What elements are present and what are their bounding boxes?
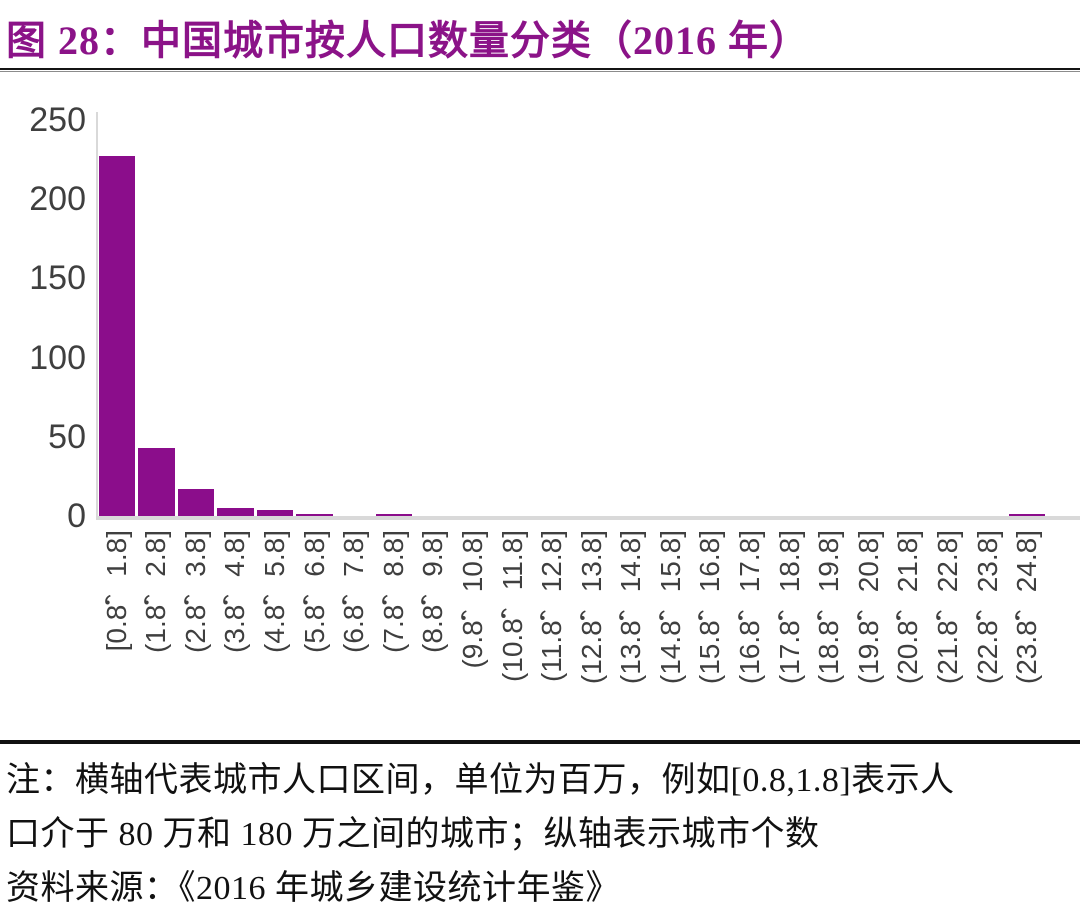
x-tick-label: (16.8，17.8] [734,530,766,685]
x-tick-label: (21.8，22.8] [931,530,963,685]
x-tick-label: (18.8，19.8] [813,530,845,685]
figure-bottom-border [0,740,1080,744]
x-tick-label: (12.8，13.8] [575,530,607,685]
x-tick-label: (15.8，16.8] [694,530,726,685]
bar [177,489,215,516]
x-tick-label: (13.8，14.8] [615,530,647,685]
x-tick-label: (2.8，3.8] [179,530,211,653]
y-tick-label: 250 [29,101,86,139]
note-line-1: 注：横轴代表城市人口区间，单位为百万，例如[0.8,1.8]表示人 [6,762,955,799]
x-tick-label: (9.8，10.8] [456,530,488,669]
title-divider-shadow [0,71,1080,72]
bar [138,448,175,516]
x-tick-label: (8.8，9.8] [417,530,449,653]
note-line-2: 口介于 80 万和 180 万之间的城市；纵轴表示城市个数 [6,816,820,853]
x-tick-label: [0.8，1.8] [100,530,132,652]
x-tick-label: (7.8，8.8] [377,530,409,653]
bar [296,514,333,516]
bar [375,514,413,516]
y-tick-label: 150 [29,259,86,298]
bar [98,156,136,516]
x-tick-label: (10.8，11.8] [496,530,528,683]
x-tick-label: (19.8，20.8] [852,530,884,685]
x-tick-label: (1.8，2.8] [140,530,172,653]
y-tick-label: 0 [67,497,86,535]
figure-title: 图 28：中国城市按人口数量分类（2016 年） [6,18,810,63]
x-tick-label: (4.8，5.8] [259,530,291,653]
x-tick-label: (22.8，23.8] [971,530,1003,685]
bar [217,508,254,516]
note-line-3: 资料来源：《2016 年城乡建设统计年鉴》 [6,870,620,907]
x-tick-label: (3.8，4.8] [219,530,251,653]
x-tick-label: (11.8，12.8] [536,530,568,683]
bar [256,510,294,516]
title-divider-line [0,68,1080,70]
bar-chart: 0 50 100 150 200 250 [0.8，1.8] (1.8，2.8] (2.8，3… [0,90,1080,730]
y-axis-line [96,112,98,516]
x-tick-label: (17.8，18.8] [773,530,805,685]
x-tick-label: (23.8，24.8] [1011,530,1043,685]
y-tick-label: 100 [29,338,86,377]
x-tick-label: (6.8，7.8] [338,530,370,653]
y-tick-label: 50 [48,417,86,456]
x-tick-label: (20.8，21.8] [892,530,924,685]
x-tick-label: (14.8，15.8] [654,530,686,685]
x-tick-label: (5.8，6.8] [298,530,330,653]
x-axis-line [96,516,1080,520]
bar [1008,514,1046,516]
y-tick-label: 200 [29,180,86,219]
